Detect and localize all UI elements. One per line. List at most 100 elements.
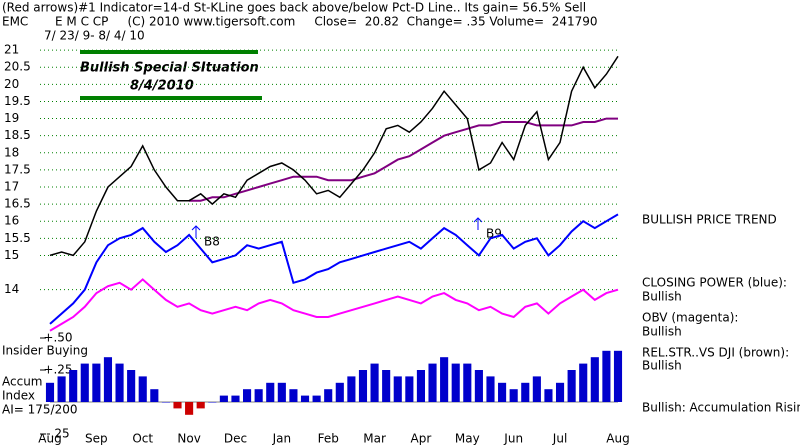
y-tick-label: +.50: [43, 331, 72, 345]
chart-title: (Red arrows)#1 Indicator=14-d St-KLine g…: [2, 1, 586, 15]
panel-subtitle: Index: [2, 389, 35, 403]
x-tick-label: Jul: [552, 432, 567, 446]
x-tick-label: Feb: [318, 432, 339, 446]
bar: [451, 363, 460, 402]
side-label: REL.STR..VS DJI (brown):: [642, 346, 789, 360]
bar: [532, 376, 541, 402]
annotation: Insider Buying: [2, 344, 88, 358]
side-label: CLOSING POWER (blue):: [642, 276, 787, 290]
series-line: [189, 117, 618, 202]
annotation: 8/4/2010: [130, 79, 194, 94]
bar: [173, 402, 182, 409]
bar: [613, 350, 623, 402]
bar: [289, 389, 298, 402]
bar: [324, 389, 333, 402]
annotation: B8: [204, 235, 220, 249]
x-tick-label: Jun: [503, 432, 523, 446]
bar: [463, 363, 472, 402]
chart-subtitle: EMC E M C CP (C) 2010 www.tigersoft.com …: [2, 15, 598, 29]
side-label: Bullish: [642, 290, 682, 304]
y-tick-label: 16: [4, 214, 19, 228]
bar: [555, 382, 565, 402]
series-line: [49, 213, 619, 325]
bar: [208, 402, 217, 403]
side-label: OBV (magenta):: [642, 311, 738, 325]
date-range: 7/ 23/ 9- 8/ 4/ 10: [44, 29, 145, 43]
side-label: Bullish: Accumulation Rising: [642, 401, 800, 415]
bar: [405, 376, 414, 402]
bar: [440, 357, 449, 402]
bar: [567, 370, 576, 402]
bar: [277, 382, 286, 402]
bar: [103, 357, 113, 402]
bar: [347, 376, 356, 402]
signal-arrow: [191, 225, 201, 238]
bar: [92, 363, 101, 402]
x-tick-label: Apr: [411, 432, 432, 446]
bar: [498, 382, 507, 402]
y-tick-label: 18: [4, 145, 19, 159]
x-tick-label: May: [455, 432, 480, 446]
y-tick-label: 20: [4, 77, 19, 91]
x-tick-label: Dec: [224, 432, 247, 446]
y-tick-label: -.25: [46, 427, 69, 441]
bar: [428, 363, 437, 402]
panel-title: Accum: [2, 375, 43, 389]
bar: [243, 389, 252, 402]
bar: [416, 370, 425, 402]
y-tick-label: 19: [4, 111, 19, 125]
y-tick-label: 17.5: [4, 162, 31, 176]
bar: [45, 382, 55, 402]
y-tick-label: 19.5: [4, 94, 31, 108]
bar: [231, 395, 240, 402]
bar: [150, 389, 159, 402]
y-tick-label: 14: [4, 282, 19, 296]
bar: [266, 382, 275, 402]
y-tick-label: 17: [4, 180, 19, 194]
bar: [521, 382, 530, 402]
bar: [138, 376, 147, 402]
side-label: Bullish: [642, 325, 682, 339]
y-tick-label: 18.5: [4, 128, 31, 142]
bar: [196, 402, 205, 409]
bar: [486, 376, 495, 402]
bar: [312, 395, 321, 402]
bar: [300, 395, 310, 402]
x-tick-label: Aug: [38, 432, 61, 446]
bar: [474, 370, 483, 402]
y-tick-label: 21: [4, 43, 19, 57]
side-label: Bullish: [642, 359, 682, 373]
y-tick-label: +.25: [43, 363, 72, 377]
signal-arrow: [473, 217, 483, 230]
x-tick-label: Sep: [85, 432, 108, 446]
bar: [335, 382, 344, 402]
y-tick-label: 16.5: [4, 197, 31, 211]
x-tick-label: Jan: [272, 432, 292, 446]
bar: [219, 395, 228, 402]
panel-note: AI= 175/200: [2, 403, 77, 417]
bar: [602, 350, 611, 402]
bar: [115, 363, 124, 402]
series-line: [49, 55, 619, 257]
y-tick-label: 15: [4, 248, 19, 262]
y-tick-label: 20.5: [4, 60, 31, 74]
bar: [69, 370, 78, 402]
x-tick-label: Mar: [363, 432, 386, 446]
bar: [254, 389, 263, 402]
bar: [370, 363, 379, 402]
y-tick-label: 15.5: [4, 231, 31, 245]
bar: [127, 370, 136, 402]
series-line: [49, 278, 619, 332]
side-label: BULLISH PRICE TREND: [642, 213, 777, 227]
x-tick-label: Oct: [132, 432, 153, 446]
bar: [590, 357, 599, 402]
x-tick-label: Aug: [606, 432, 629, 446]
bar: [509, 389, 518, 402]
bar: [382, 370, 391, 402]
bar: [57, 376, 66, 402]
bar: [579, 363, 588, 402]
bar: [358, 370, 368, 402]
bar: [161, 402, 170, 403]
